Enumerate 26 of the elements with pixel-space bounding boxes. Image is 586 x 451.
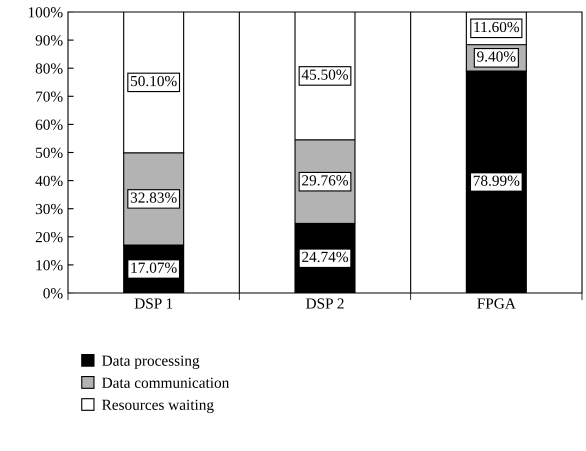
legend-label: Data communication (102, 378, 230, 388)
x-tick-label: FPGA (477, 298, 516, 309)
data-label: 24.74% (302, 252, 348, 262)
x-tick-label: DSP 1 (134, 298, 172, 309)
data-label: 32.83% (130, 192, 177, 203)
data-label: 17.07% (131, 262, 177, 273)
y-tick-label: 90% (36, 35, 63, 46)
y-tick-label: 0% (43, 288, 63, 298)
data-label: 78.99% (474, 176, 520, 186)
data-label: 29.76% (302, 175, 348, 186)
y-tick-label: 100% (28, 7, 63, 18)
data-label: 45.50% (302, 69, 348, 80)
data-label: 50.10% (131, 76, 177, 86)
data-label: 9.40% (477, 51, 516, 62)
y-tick-label: 20% (36, 232, 63, 242)
y-tick-label: 50% (36, 148, 63, 158)
y-tick-label: 40% (35, 176, 63, 186)
y-tick-label: 60% (36, 120, 63, 130)
y-tick-label: 30% (36, 204, 63, 214)
legend-label: Data processing (102, 356, 200, 369)
legend-label: Resources waiting (102, 400, 214, 414)
y-tick-label: 80% (36, 63, 63, 74)
x-tick-label: DSP 2 (306, 298, 344, 309)
y-tick-label: 10% (36, 260, 63, 270)
y-tick-label: 70% (36, 91, 63, 102)
data-label: 11.60% (474, 22, 520, 32)
